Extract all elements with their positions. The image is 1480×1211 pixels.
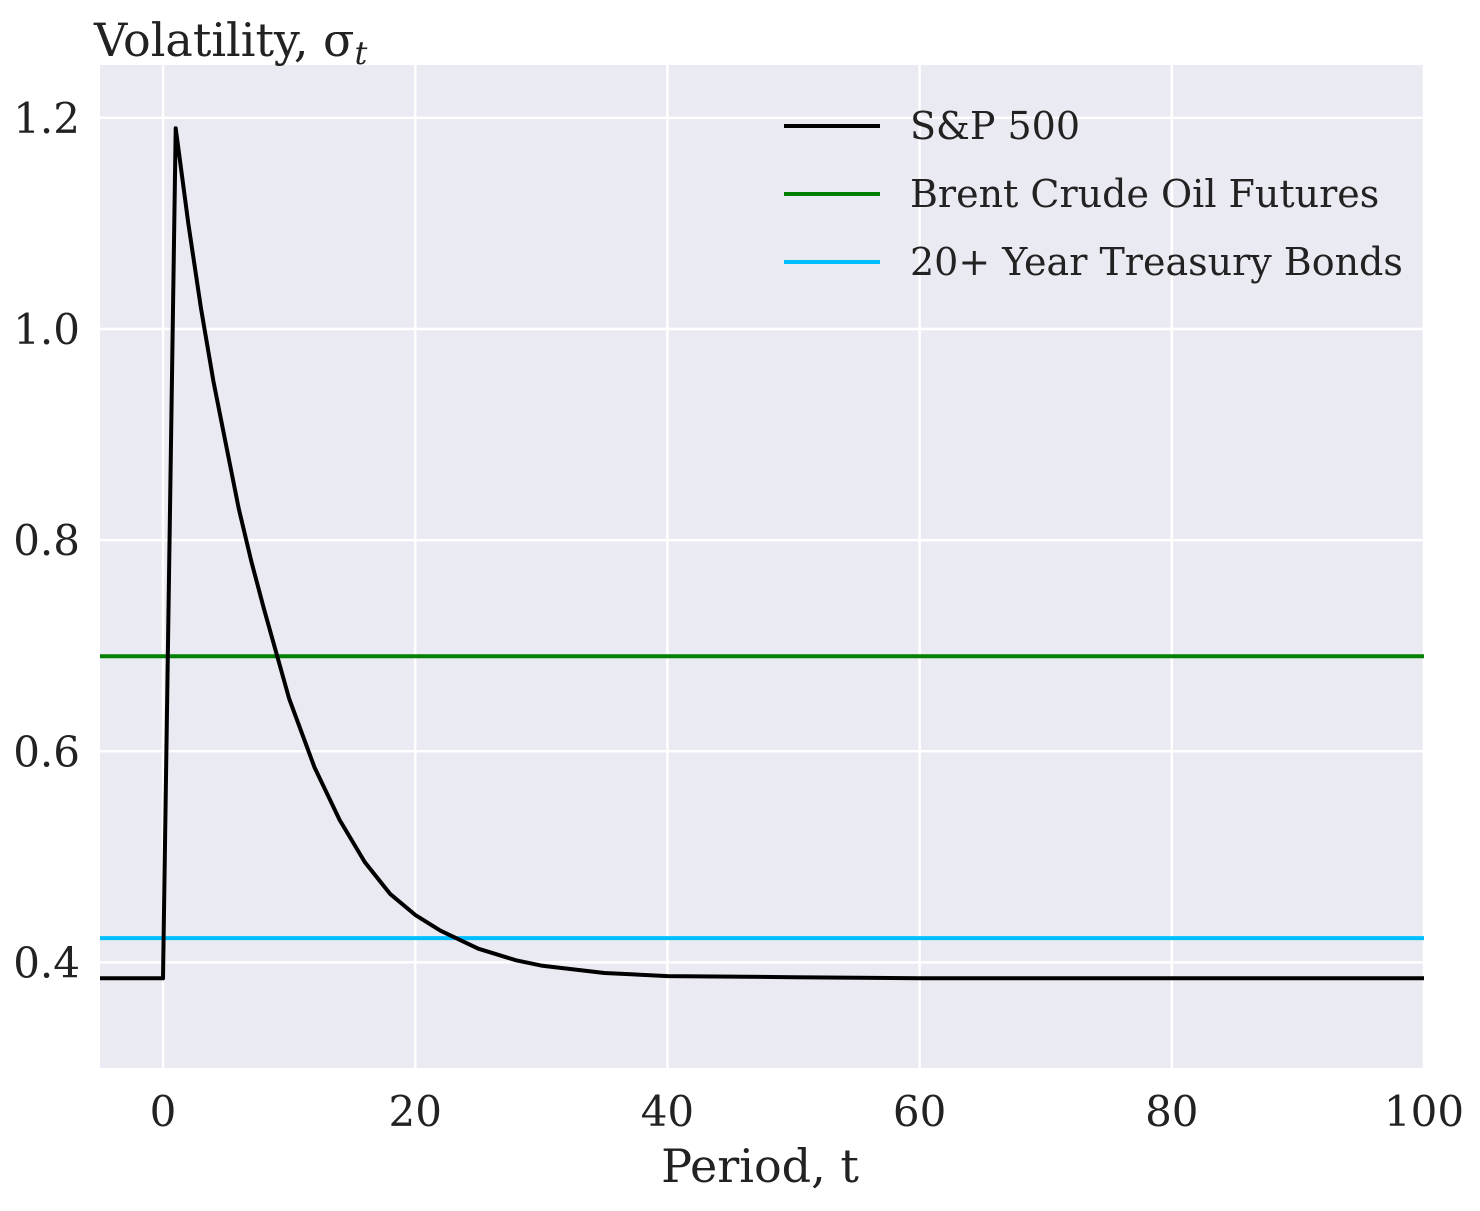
y-tick-label: 0.4 [13, 938, 80, 987]
plot-area [100, 65, 1424, 1068]
x-tick-label: 100 [1384, 1087, 1464, 1136]
series-layer [100, 126, 1424, 981]
x-tick-label: 60 [893, 1087, 946, 1136]
x-axis-label: Period, t [661, 1139, 859, 1193]
grid-lines [100, 65, 1426, 1068]
y-tick-labels: 0.4 0.6 0.8 1.0 1.2 [13, 94, 80, 988]
legend-label: Brent Crude Oil Futures [910, 172, 1379, 216]
series-line-0 [100, 126, 1424, 981]
y-tick-label: 0.8 [13, 516, 80, 565]
x-tick-label: 0 [150, 1087, 177, 1136]
x-tick-labels: 0 20 40 60 80 100 [150, 1087, 1464, 1136]
y-tick-label: 1.0 [13, 305, 80, 354]
legend-label: S&P 500 [910, 104, 1080, 148]
x-tick-label: 40 [641, 1087, 694, 1136]
y-tick-label: 0.6 [13, 727, 80, 776]
legend-label: 20+ Year Treasury Bonds [910, 240, 1403, 284]
y-axis-label: Volatility, σt [93, 13, 367, 72]
x-tick-label: 20 [389, 1087, 442, 1136]
y-tick-label: 1.2 [13, 94, 80, 143]
x-tick-label: 80 [1145, 1087, 1198, 1136]
legend: S&P 500 Brent Crude Oil Futures 20+ Year T… [784, 104, 1403, 284]
